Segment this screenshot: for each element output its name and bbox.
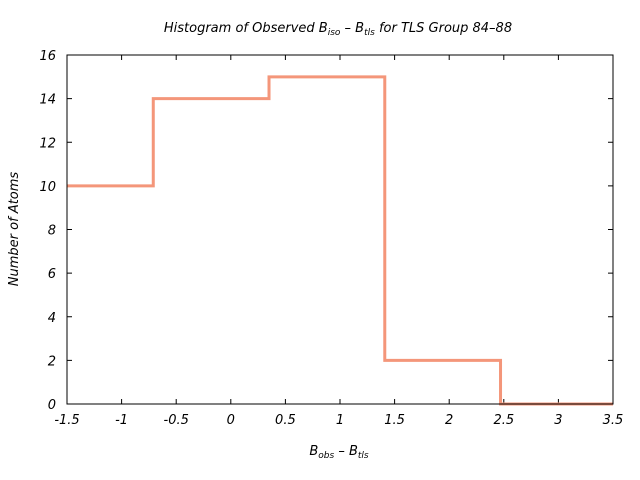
y-tick-label: 10 bbox=[39, 180, 56, 195]
x-tick-label: 0.5 bbox=[275, 413, 296, 428]
x-tick-label: -1 bbox=[115, 413, 128, 428]
y-tick-label: 2 bbox=[48, 354, 56, 369]
x-tick-label: 3 bbox=[554, 413, 562, 428]
y-tick-label: 4 bbox=[48, 311, 56, 326]
x-tick-label: 2.5 bbox=[493, 413, 514, 428]
y-tick-label: 12 bbox=[39, 136, 56, 151]
y-tick-label: 14 bbox=[39, 93, 56, 108]
x-tick-label: 3.5 bbox=[603, 413, 624, 428]
y-tick-label: 6 bbox=[48, 267, 56, 282]
plot-frame bbox=[66, 54, 614, 405]
histogram-series bbox=[67, 75, 613, 406]
histogram-step-line bbox=[67, 75, 613, 406]
y-tick-label: 0 bbox=[48, 398, 56, 413]
axis-ticks: -1.5 -1 -0.5 0 0.5 1 1.5 2 2.5 3 3.5 0 2 4 6 8 10 12 14 16 bbox=[39, 49, 623, 428]
y-axis-label: Number of Atoms bbox=[7, 172, 22, 287]
chart-title: Histogram of Observed Biso – Btls for TL… bbox=[164, 21, 512, 38]
y-tick-label: 8 bbox=[48, 224, 56, 239]
x-tick-label: -0.5 bbox=[164, 413, 189, 428]
x-tick-label: 2 bbox=[445, 413, 453, 428]
x-tick-label: 1.5 bbox=[384, 413, 405, 428]
y-tick-label: 16 bbox=[39, 49, 56, 64]
x-tick-label: 0 bbox=[227, 413, 235, 428]
x-tick-label: 1 bbox=[336, 413, 344, 428]
x-axis-label: Bobs – Btls bbox=[309, 444, 369, 461]
x-tick-label: -1.5 bbox=[54, 413, 79, 428]
